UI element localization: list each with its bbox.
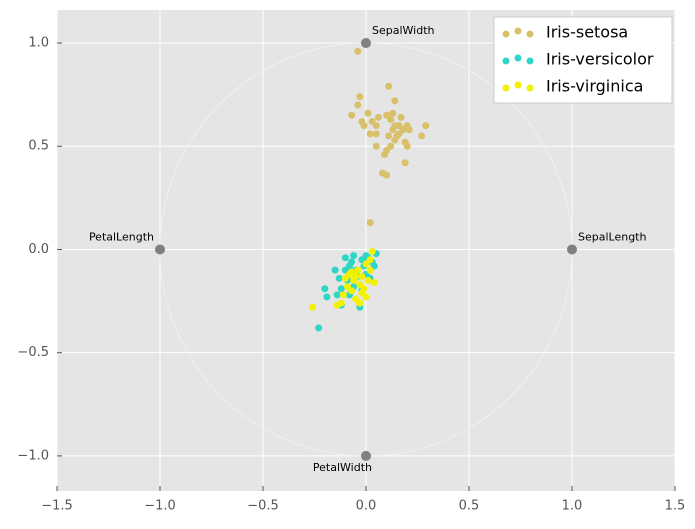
legend-marker bbox=[502, 57, 510, 65]
x-tick-label: −1.5 bbox=[41, 499, 73, 514]
data-point bbox=[362, 293, 370, 301]
anchor-label: SepalWidth bbox=[372, 24, 435, 37]
data-point bbox=[350, 252, 358, 260]
data-point bbox=[348, 268, 356, 276]
anchor-point bbox=[567, 244, 577, 255]
data-point bbox=[354, 266, 362, 274]
data-point bbox=[354, 101, 362, 109]
data-point bbox=[348, 111, 356, 119]
data-point bbox=[389, 109, 397, 117]
legend-label: Iris-setosa bbox=[546, 23, 628, 42]
anchor-label: PetalWidth bbox=[313, 461, 372, 474]
data-point bbox=[358, 117, 366, 125]
data-point bbox=[395, 130, 403, 138]
data-point bbox=[315, 324, 323, 332]
data-point bbox=[418, 132, 426, 140]
data-point bbox=[358, 272, 366, 280]
data-point bbox=[321, 285, 329, 293]
data-point bbox=[395, 122, 403, 130]
data-point bbox=[366, 256, 374, 264]
legend-marker bbox=[526, 84, 534, 92]
legend-marker bbox=[514, 27, 522, 35]
data-point bbox=[381, 151, 389, 159]
data-point bbox=[397, 113, 405, 121]
legend-marker bbox=[514, 54, 522, 62]
y-tick-label: −0.5 bbox=[17, 345, 49, 360]
data-point bbox=[389, 126, 397, 134]
data-point bbox=[356, 93, 364, 101]
data-point bbox=[368, 248, 376, 256]
anchor-point bbox=[361, 450, 371, 461]
data-point bbox=[391, 97, 399, 105]
data-point bbox=[331, 266, 339, 274]
data-point bbox=[366, 219, 374, 227]
data-point bbox=[337, 285, 345, 293]
data-point bbox=[385, 82, 393, 90]
data-point bbox=[370, 278, 378, 286]
anchor-point bbox=[155, 244, 165, 255]
data-point bbox=[405, 126, 413, 134]
legend-marker bbox=[502, 30, 510, 38]
data-point bbox=[387, 115, 395, 123]
legend-label: Iris-versicolor bbox=[546, 50, 654, 69]
anchor-point bbox=[361, 38, 371, 49]
data-point bbox=[372, 122, 380, 130]
data-point bbox=[366, 130, 374, 138]
legend-label: Iris-virginica bbox=[546, 77, 643, 96]
legend-box bbox=[493, 16, 673, 104]
x-tick-label: −1.0 bbox=[144, 499, 176, 514]
x-tick-label: 1.5 bbox=[665, 499, 686, 514]
x-tick-label: 0.5 bbox=[459, 499, 480, 514]
anchor-label: PetalLength bbox=[89, 230, 154, 243]
data-point bbox=[366, 266, 374, 274]
legend-marker bbox=[526, 30, 534, 38]
data-point bbox=[422, 122, 430, 130]
data-point bbox=[401, 159, 409, 167]
data-point bbox=[337, 299, 345, 307]
data-point bbox=[383, 171, 391, 179]
data-point bbox=[308, 303, 316, 311]
legend-marker bbox=[514, 81, 522, 89]
data-point bbox=[339, 291, 347, 299]
x-tick-label: 0.0 bbox=[356, 499, 377, 514]
data-point bbox=[364, 109, 372, 117]
data-point bbox=[341, 254, 349, 262]
data-point bbox=[403, 142, 411, 150]
data-point bbox=[335, 274, 343, 282]
data-point bbox=[391, 136, 399, 144]
anchor-label: SepalLength bbox=[578, 230, 646, 243]
y-tick-label: 0.0 bbox=[28, 242, 49, 257]
data-point bbox=[333, 291, 341, 299]
y-tick-label: 1.0 bbox=[28, 36, 49, 51]
legend-marker bbox=[526, 57, 534, 65]
y-tick-label: 0.5 bbox=[28, 139, 49, 154]
data-point bbox=[354, 47, 362, 55]
data-point bbox=[323, 293, 331, 301]
data-point bbox=[374, 113, 382, 121]
data-point bbox=[372, 142, 380, 150]
data-point bbox=[343, 283, 351, 291]
data-point bbox=[346, 262, 354, 270]
x-tick-label: −0.5 bbox=[247, 499, 279, 514]
data-point bbox=[385, 132, 393, 140]
legend-marker bbox=[502, 84, 510, 92]
data-point bbox=[356, 299, 364, 307]
x-tick-label: 1.0 bbox=[562, 499, 583, 514]
data-point bbox=[364, 276, 372, 284]
y-tick-label: −1.0 bbox=[17, 448, 49, 463]
data-point bbox=[372, 130, 380, 138]
